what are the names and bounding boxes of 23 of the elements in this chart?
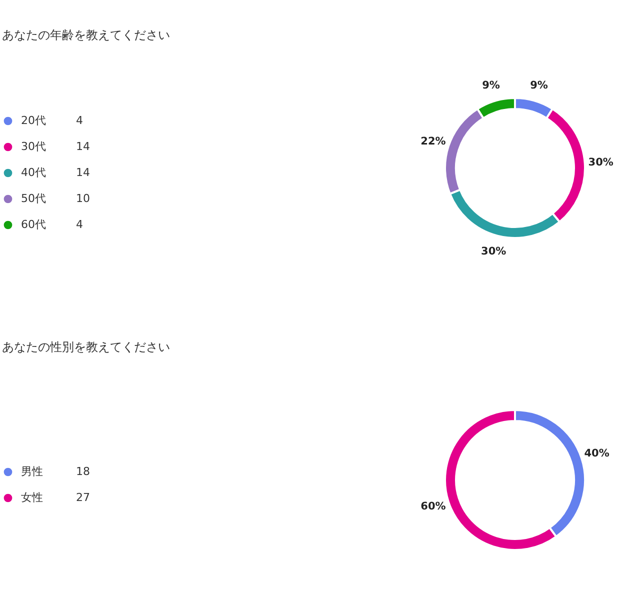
text: 4 [76,114,83,127]
text: 14 [76,166,90,179]
text: 27 [76,491,90,504]
chart-title: あなたの性別を教えてください [2,340,170,354]
legend-label: 40代 [21,166,46,179]
text: 4 [76,218,83,231]
data-label: 9% [530,79,548,92]
data-label: 30% [481,245,507,258]
text: 18 [76,465,90,478]
legend-label: 60代 [21,218,46,231]
chart-title: あなたの年齢を教えてください [2,28,170,42]
text: 14 [76,140,90,153]
legend-label: 男性 [21,465,43,478]
data-label: 9% [482,79,500,92]
data-label: 60% [420,500,446,513]
legend-label: 20代 [21,114,46,127]
data-label: 22% [420,135,446,148]
legend-label: 30代 [21,140,46,153]
legend-label: 女性 [21,491,43,504]
legend-label: 50代 [21,192,46,205]
data-label: 30% [588,156,614,169]
data-label: 40% [584,447,610,460]
text: 10 [76,192,90,205]
